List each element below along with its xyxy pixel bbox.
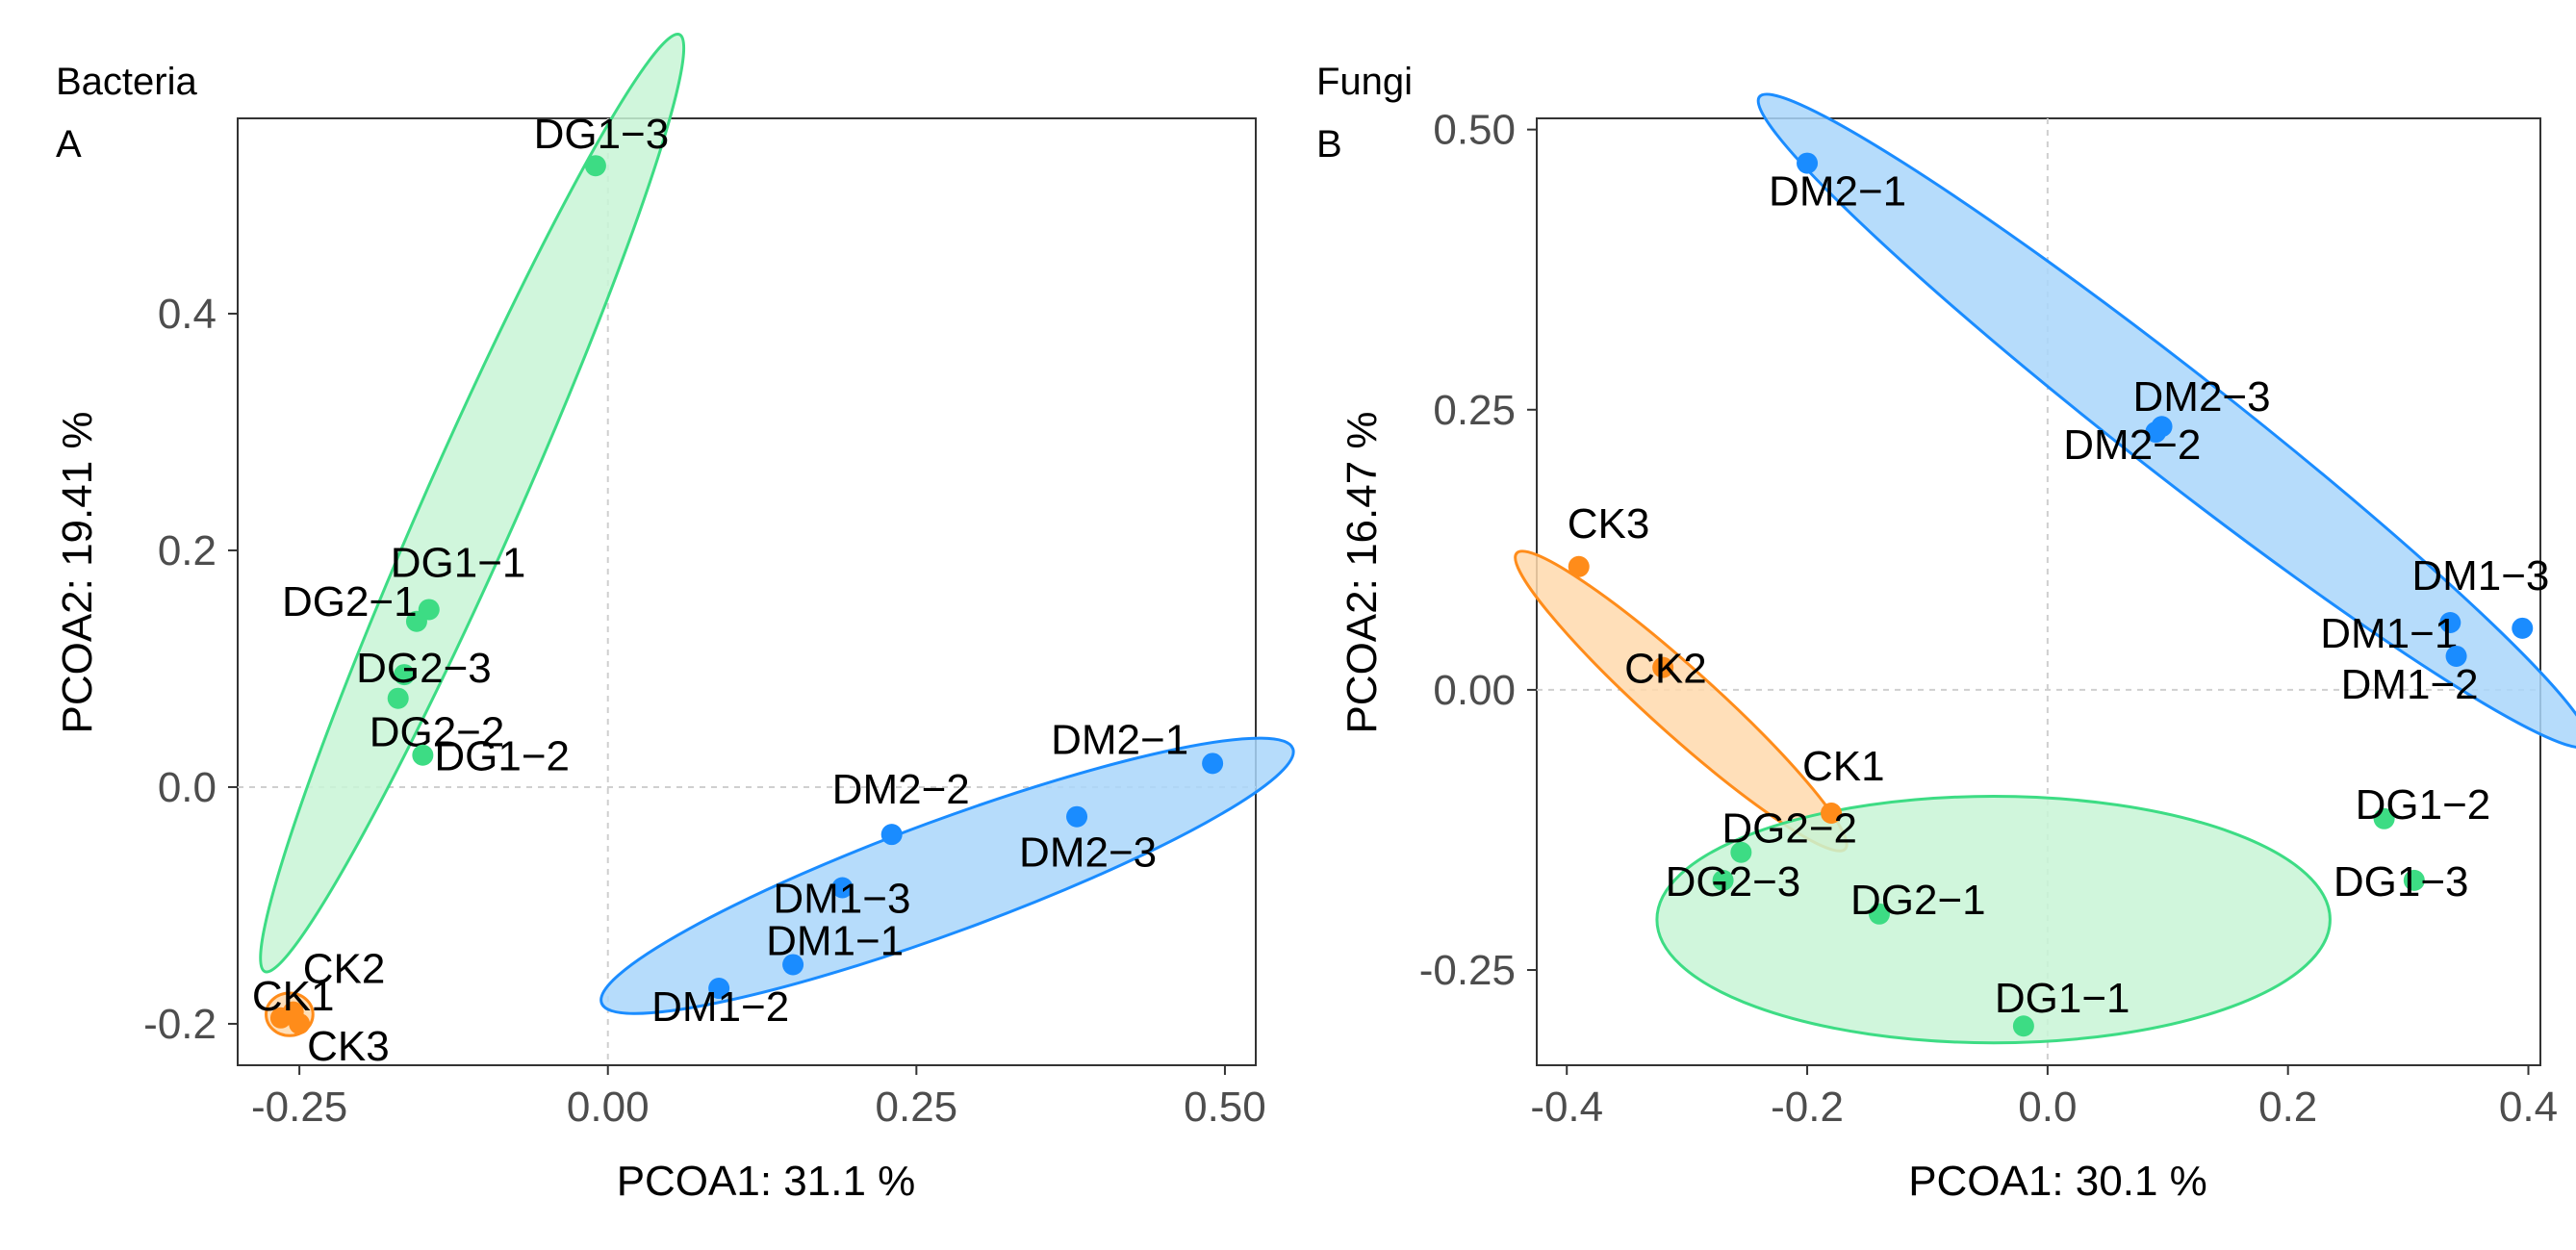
data-point [2012,1015,2034,1037]
point-label: DG2−2 [370,709,505,756]
point-label: DM1−3 [2411,552,2549,599]
data-point [831,877,854,899]
point-label: DG2−2 [1722,805,1857,853]
data-point [1730,841,1752,863]
point-label: CK2 [303,946,386,993]
ellipse-group [259,33,1295,1037]
data-point [2445,645,2467,667]
data-point [2512,617,2534,639]
point-label: CK2 [1624,646,1707,693]
x-tick-label: -0.25 [251,1084,347,1131]
point-label: DG2−3 [1666,858,1801,906]
x-tick-label: 0.25 [876,1084,958,1131]
panel-letter: A [56,123,82,166]
data-point [405,610,427,632]
point-label: DG2−3 [356,645,492,692]
point-label: DM1−1 [2320,610,2458,657]
panel-letter: B [1316,123,1342,166]
point-label: DM2−1 [1769,168,1906,216]
data-point [2403,869,2425,891]
point-label: DM2−3 [2133,373,2271,421]
point-label: DM2−3 [1019,829,1157,877]
x-tick-label: 0.4 [2499,1084,2558,1131]
point-label: DM2−2 [2063,421,2201,469]
data-point [782,954,804,976]
x-tick-label: 0.2 [2258,1084,2317,1131]
data-point [708,978,730,1000]
data-point [2145,421,2167,444]
ellipse-dg [259,33,686,974]
x-axis-label: PCOA1: 31.1 % [617,1158,916,1205]
x-tick-label: -0.2 [1771,1084,1844,1131]
y-tick-label: -0.25 [1419,947,1516,994]
y-tick-label: -0.2 [143,1001,217,1048]
point-label: DM2−1 [1051,716,1188,763]
data-point [584,155,606,177]
data-point [880,824,903,846]
ellipse-dm [1756,92,2576,750]
point-label: DG1−2 [2356,781,2491,829]
y-tick-label: 0.50 [1433,107,1516,154]
data-point [1712,869,1734,891]
y-tick-label: 0.4 [158,291,217,338]
data-point [269,1007,292,1029]
data-point [412,744,434,766]
point-label: DG1−1 [391,539,526,586]
data-point [1202,753,1224,775]
panel-title: Bacteria [56,61,197,103]
data-point [2373,807,2395,829]
point-label: CK3 [307,1023,390,1070]
data-point [387,687,409,709]
data-point [1868,903,1890,925]
data-point [394,664,416,686]
point-label: CK3 [1568,500,1650,548]
y-axis-label: PCOA2: 16.47 % [1339,411,1386,733]
ellipse-dg [1655,795,2332,1045]
point-label: DG2−1 [282,578,418,625]
ellipse-dm [599,736,1295,1015]
point-label: DG1−3 [534,111,670,158]
y-tick-label: 0.00 [1433,667,1516,714]
point-label: DG1−2 [434,733,570,780]
x-tick-label: 0.00 [567,1084,650,1131]
point-label: DM1−2 [651,983,789,1031]
ellipse-group [1514,92,2576,1045]
point-label: DG2−1 [1850,877,1986,924]
y-tick-label: 0.25 [1433,387,1516,434]
point-label: CK1 [1802,743,1885,790]
y-axis-label: PCOA2: 19.41 % [54,411,101,733]
point-label: DM1−3 [773,876,910,923]
data-point [1568,555,1590,577]
x-tick-label: 0.0 [2018,1084,2077,1131]
point-label: DM2−2 [832,766,970,813]
point-label: DM1−2 [2341,661,2479,708]
y-tick-label: 0.2 [158,527,217,574]
x-tick-label: 0.50 [1184,1084,1266,1131]
x-axis-label: PCOA1: 30.1 % [1908,1158,2207,1205]
point-label: DM1−1 [766,917,904,964]
data-point [1797,152,1819,174]
data-point [2439,612,2461,634]
x-tick-label: -0.4 [1530,1084,1603,1131]
point-label: CK1 [252,973,335,1020]
data-point [1652,656,1674,678]
point-label: DG1−1 [1995,975,2130,1022]
data-point [1821,802,1843,824]
point-label: DG1−3 [2334,858,2469,906]
data-point [289,1012,311,1034]
y-tick-label: 0.0 [158,764,217,811]
panel-title: Fungi [1316,61,1413,103]
data-point [1066,805,1088,828]
